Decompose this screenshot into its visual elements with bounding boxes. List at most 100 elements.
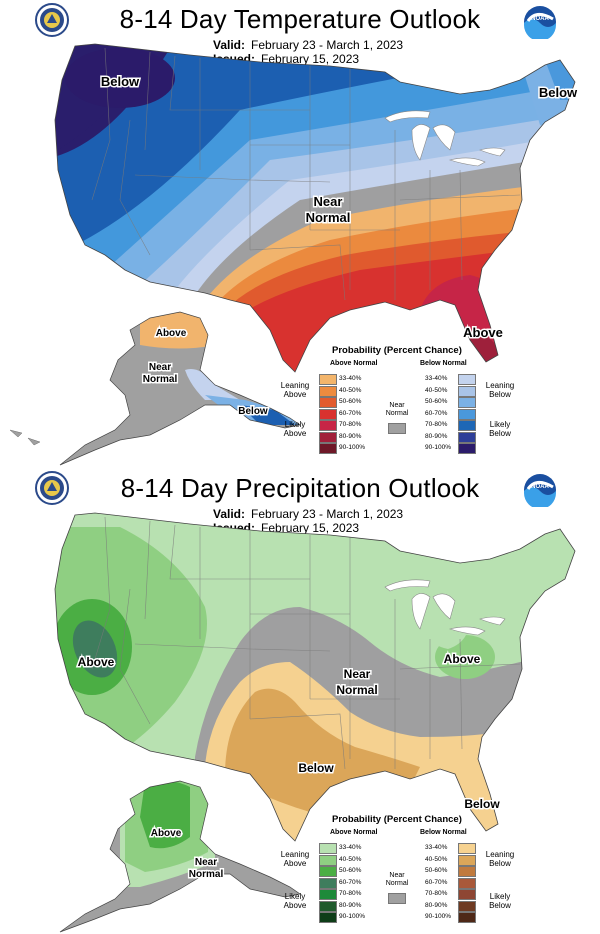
legend-above-header: Above Normal <box>330 360 378 367</box>
legend-title: Probability (Percent Chance) <box>332 814 462 825</box>
label-below-northeast: Below <box>539 85 578 100</box>
legend-below-range: 33-40% <box>425 844 448 851</box>
legend-above-swatch <box>319 374 337 385</box>
legend-below-range: 80-90% <box>425 432 448 440</box>
legend-leaning-above: Leaning Above <box>280 850 310 868</box>
legend-likely-below: Likely Below <box>489 892 511 910</box>
temperature-outlook-panel: 8-14 Day Temperature Outlook NOAA Valid:… <box>9 3 580 466</box>
label-near-normal-1: Near <box>314 194 343 209</box>
legend-above-range: 33-40% <box>339 844 362 851</box>
legend-title: Probability (Percent Chance) <box>332 345 462 356</box>
legend-above-swatch <box>319 420 337 431</box>
legend-above-range: 80-90% <box>339 432 362 440</box>
legend-above-swatch <box>319 408 337 420</box>
alaska-outline <box>59 780 301 933</box>
issued-value: February 15, 2023 <box>261 521 360 535</box>
legend-above-range: 40-50% <box>339 386 362 394</box>
legend-above-swatch <box>319 889 337 900</box>
legend-below-swatch <box>458 374 476 385</box>
label-above-southeast: Above <box>463 325 503 340</box>
legend-above-swatch <box>319 397 337 408</box>
valid-line: Valid: February 23 - March 1, 2023 <box>213 38 403 52</box>
doc-seal-logo <box>35 471 69 510</box>
label-below-south: Below <box>298 761 334 775</box>
label-ak-above: Above <box>156 328 187 339</box>
legend-below-header: Below Normal <box>420 360 467 367</box>
legend-below-swatch <box>458 843 476 854</box>
legend-above-range: 50-60% <box>339 398 362 405</box>
legend-below-range: 50-60% <box>425 398 448 405</box>
legend-above-range: 40-50% <box>339 855 362 863</box>
legend-leaning-above: Leaning Above <box>280 381 310 399</box>
conus-outline <box>54 512 576 842</box>
state-borders <box>91 47 521 301</box>
label-below-northwest: Below <box>101 74 140 89</box>
label-ak-near-2: Normal <box>143 374 178 385</box>
noaa-logo: NOAA <box>523 5 557 44</box>
legend-below-range: 70-80% <box>425 890 448 897</box>
valid-label: Valid: <box>213 507 246 521</box>
legend-below-range: 80-90% <box>425 901 448 909</box>
legend-above-range: 70-80% <box>339 890 362 897</box>
label-near-normal-2: Normal <box>336 683 377 697</box>
legend-likely-above: Likely Above <box>283 892 307 910</box>
legend-below-swatch <box>458 877 476 889</box>
state-borders <box>91 516 521 770</box>
legend-above-swatch <box>319 912 337 923</box>
precipitation-outlook-panel: 8-14 Day Precipitation Outlook NOAA Vali… <box>0 467 600 934</box>
valid-value: February 23 - March 1, 2023 <box>251 507 404 521</box>
legend-above-range: 80-90% <box>339 901 362 909</box>
legend-above-range: 70-80% <box>339 421 362 428</box>
legend-below-header: Below Normal <box>420 829 467 836</box>
valid-line: Valid: February 23 - March 1, 2023 <box>213 507 403 521</box>
legend-above-range: 50-60% <box>339 867 362 874</box>
valid-label: Valid: <box>213 38 246 52</box>
legend-near-swatch <box>388 893 406 904</box>
legend-below-range: 60-70% <box>425 409 448 417</box>
legend-above-header: Above Normal <box>330 829 378 836</box>
legend-above-swatch <box>319 385 337 397</box>
legend-below-swatch <box>458 385 476 397</box>
great-lakes <box>384 579 506 636</box>
legend-leaning-below: Leaning Below <box>485 381 515 399</box>
label-above-west: Above <box>78 655 115 669</box>
legend-below-swatch <box>458 900 476 912</box>
svg-text:NOAA: NOAA <box>531 16 549 22</box>
noaa-logo: NOAA <box>523 473 557 512</box>
label-ak-near-1: Near <box>195 857 217 868</box>
label-ak-near-1: Near <box>149 362 171 373</box>
page-title: 8-14 Day Temperature Outlook <box>119 4 481 34</box>
label-near-normal-1: Near <box>344 667 371 681</box>
legend-below-swatch <box>458 420 476 431</box>
legend-below-range: 70-80% <box>425 421 448 428</box>
doc-seal-logo <box>35 3 69 42</box>
label-near-normal-2: Normal <box>306 210 351 225</box>
legend-above-range: 33-40% <box>339 375 362 382</box>
legend-above-swatch <box>319 843 337 854</box>
legend-above-swatch <box>319 866 337 877</box>
legend-leaning-below: Leaning Below <box>485 850 515 868</box>
legend-below-swatch <box>458 431 476 443</box>
issued-value: February 15, 2023 <box>261 52 360 66</box>
label-above-east: Above <box>444 652 481 666</box>
legend-below-swatch <box>458 889 476 900</box>
legend-above-range: 60-70% <box>339 878 362 886</box>
legend-above-swatch <box>319 443 337 454</box>
page-title: 8-14 Day Precipitation Outlook <box>120 473 480 503</box>
legend-below-range: 90-100% <box>425 444 452 451</box>
legend-below-range: 40-50% <box>425 855 448 863</box>
valid-value: February 23 - March 1, 2023 <box>251 38 404 52</box>
great-lakes <box>384 110 506 167</box>
label-ak-near-2: Normal <box>189 869 224 880</box>
label-ak-below: Below <box>238 406 268 417</box>
legend-near-normal: Near Normal <box>385 872 409 887</box>
legend-below-swatch <box>458 397 476 408</box>
alaska-outline <box>59 311 301 466</box>
label-ak-above: Above <box>151 828 182 839</box>
legend-near-swatch <box>388 423 406 434</box>
label-below-florida: Below <box>464 797 500 811</box>
legend-near-normal: Near Normal <box>385 402 409 417</box>
legend-below-range: 40-50% <box>425 386 448 394</box>
legend-below-swatch <box>458 912 476 923</box>
legend-above-swatch <box>319 431 337 443</box>
